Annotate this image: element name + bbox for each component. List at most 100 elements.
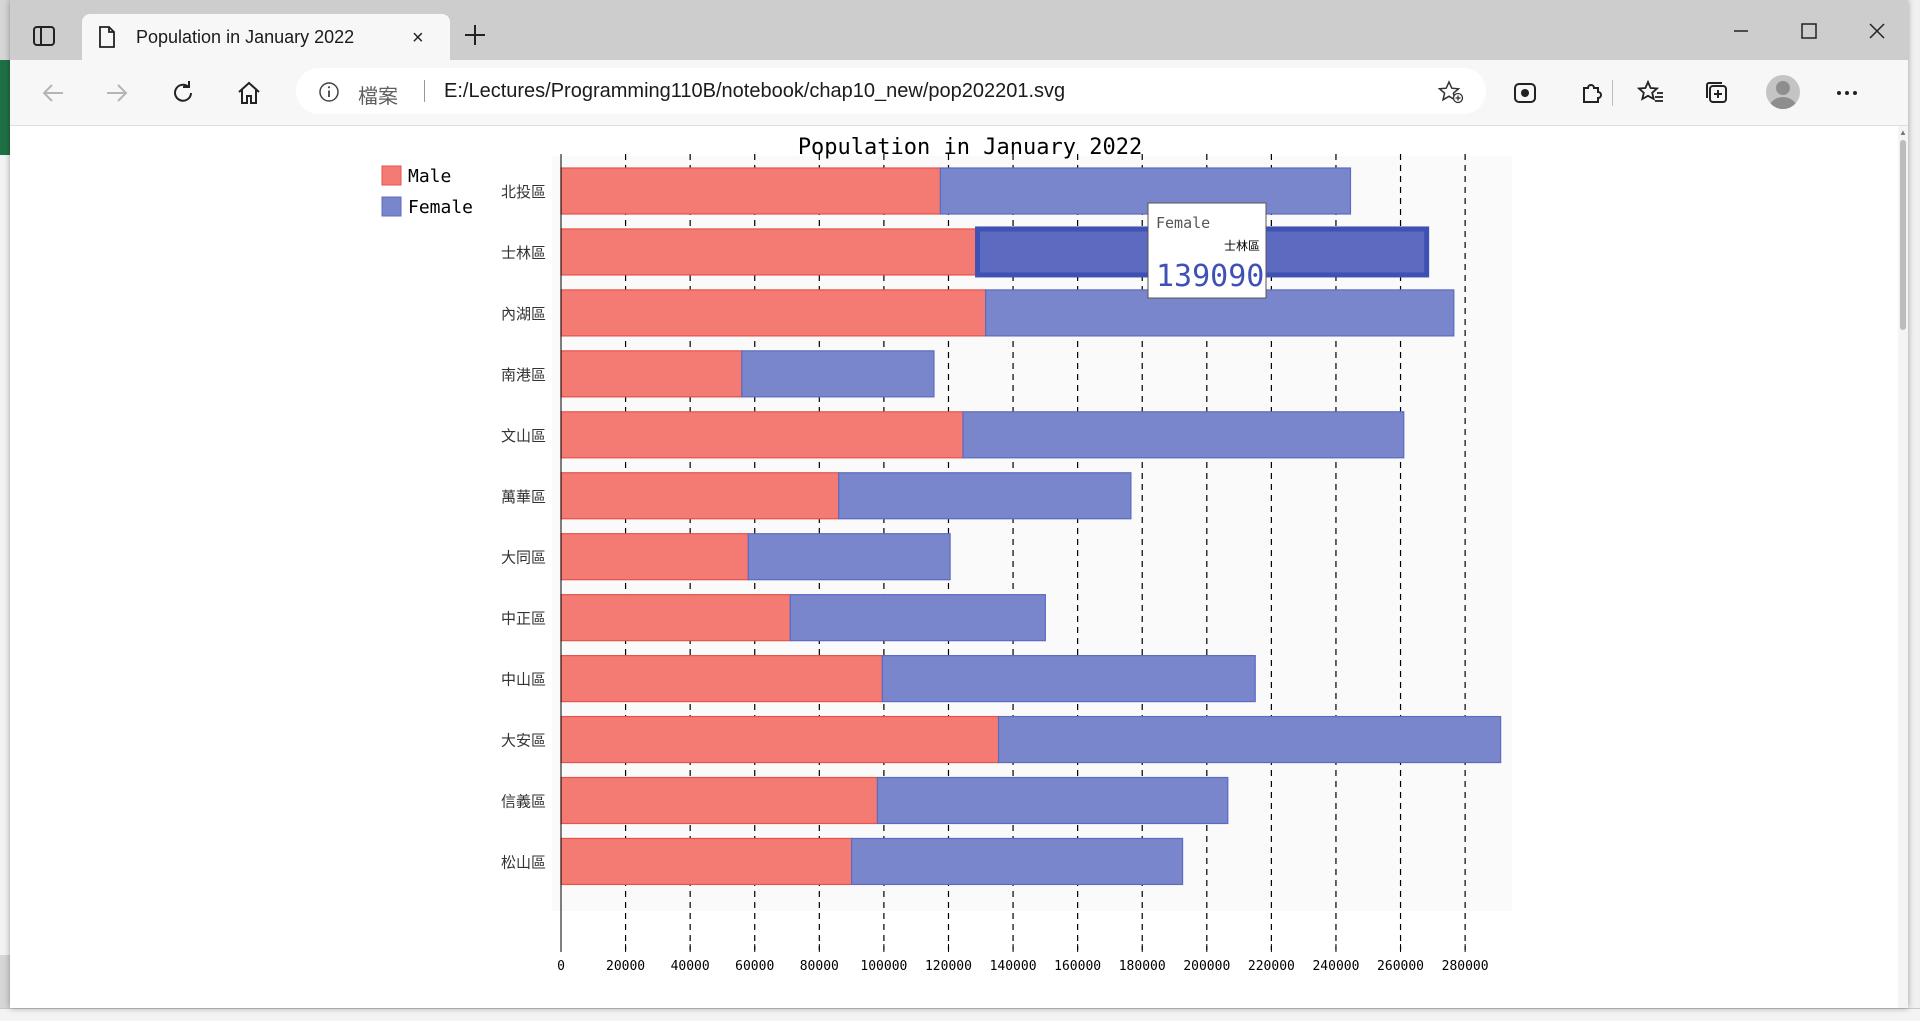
extensions-puzzle-icon[interactable] [1576, 78, 1606, 108]
female-bar [939, 167, 1352, 215]
url-text[interactable]: E:/Lectures/Programming110B/notebook/cha… [444, 80, 1066, 102]
female-bar [851, 837, 1184, 886]
male-bar [560, 533, 749, 581]
minimize-button[interactable] [1730, 20, 1752, 42]
refresh-icon[interactable] [168, 78, 198, 108]
maximize-button[interactable] [1798, 20, 1820, 42]
page-content: Population in January 2022 北投區 士林區 內湖區 南港區文… [10, 126, 1898, 1008]
x-tick-label: 200000 [1183, 959, 1230, 974]
window-close-button[interactable] [1866, 20, 1888, 42]
x-tick-label: 180000 [1119, 959, 1166, 974]
x-tick-label: 20000 [606, 959, 645, 974]
chart-title: Population in January 2022 [798, 135, 1142, 160]
toolbar-divider [1612, 80, 1613, 106]
address-scheme-label: 檔案 [358, 86, 398, 108]
male-bar [560, 594, 791, 642]
category-label: 中正區 [501, 610, 546, 628]
user-icon [1769, 81, 1797, 109]
female-bar [789, 594, 1046, 642]
x-tick-label: 120000 [925, 959, 972, 974]
x-tick-label: 220000 [1248, 959, 1295, 974]
title-bar: Population in January 2022 × [10, 0, 1908, 60]
male-bar [560, 411, 964, 459]
female-bar [997, 715, 1502, 764]
tab-close-button[interactable]: × [412, 27, 424, 49]
x-tick-label: 260000 [1377, 959, 1424, 974]
male-bar [560, 472, 840, 520]
address-bar[interactable]: 檔案 E:/Lectures/Programming110B/notebook/… [296, 68, 1486, 114]
male-bar [560, 776, 879, 825]
category-label: 內湖區 [501, 305, 546, 323]
background-app-statusbar [0, 1008, 1920, 1021]
bars [560, 167, 1502, 886]
collections-icon[interactable] [1702, 78, 1732, 108]
female-bar [962, 411, 1405, 459]
tooltip-box [1147, 202, 1267, 299]
category-label: 文山區 [501, 427, 546, 445]
add-favorite-icon[interactable] [1438, 80, 1464, 104]
male-bar [560, 350, 743, 398]
male-bar [560, 654, 883, 703]
tab-actions-icon[interactable] [32, 24, 56, 48]
document-icon [99, 26, 115, 48]
background-app-strip [1908, 0, 1920, 1020]
browser-window: Population in January 2022 × [10, 0, 1908, 1008]
male-bar [560, 228, 979, 276]
background-app-strip [0, 60, 12, 155]
male-bar [560, 167, 942, 215]
address-divider [424, 80, 425, 102]
legend-swatch-male [381, 165, 402, 186]
tooltip-category: 士林區 [1224, 239, 1260, 253]
category-label: 大安區 [501, 732, 546, 750]
scrollbar-thumb[interactable] [1900, 140, 1906, 330]
female-bar [747, 533, 951, 581]
category-label: 松山區 [501, 853, 546, 871]
female-bar [741, 350, 935, 398]
female-bar [881, 654, 1256, 703]
x-tick-label: 0 [557, 959, 565, 974]
x-tick-label: 160000 [1054, 959, 1101, 974]
tab-title: Population in January 2022 [136, 27, 355, 47]
male-bar [560, 289, 987, 337]
active-tab[interactable]: Population in January 2022 × [82, 14, 450, 60]
tooltip-value: 139090 [1156, 259, 1264, 294]
background-app-strip [0, 155, 12, 955]
x-tick-label: 240000 [1312, 959, 1359, 974]
x-tick-label: 80000 [800, 959, 839, 974]
new-tab-button[interactable] [462, 22, 488, 48]
favorites-icon[interactable] [1636, 78, 1666, 108]
legend-swatch-female [381, 196, 402, 217]
female-bar [838, 472, 1132, 520]
x-axis-ticks: 0 20000 40000 60000 80000 100000 120000 140000 1… [557, 944, 1489, 974]
category-label: 萬華區 [501, 488, 546, 506]
x-tick-label: 40000 [671, 959, 710, 974]
profile-avatar[interactable] [1766, 75, 1800, 109]
vertical-scrollbar[interactable] [1898, 126, 1908, 1008]
scroll-up-arrow-icon[interactable]: ▲ [1899, 128, 1907, 137]
population-chart: Population in January 2022 北投區士林區內湖區南港區文… [381, 135, 1512, 974]
x-tick-label: 140000 [990, 959, 1037, 974]
legend: Male Female [381, 165, 473, 218]
category-label: 中山區 [501, 671, 546, 689]
browser-toolbar: 檔案 E:/Lectures/Programming110B/notebook/… [10, 60, 1908, 126]
legend-label-female: Female [408, 197, 473, 218]
info-icon[interactable] [318, 81, 340, 103]
tooltip-series: Female [1156, 214, 1210, 232]
x-tick-label: 100000 [860, 959, 907, 974]
category-label: 北投區 [501, 183, 546, 201]
male-bar [560, 715, 1000, 764]
x-tick-label: 60000 [735, 959, 774, 974]
category-label: 士林區 [501, 244, 546, 262]
male-bar [560, 837, 853, 886]
back-arrow-icon[interactable] [38, 78, 68, 108]
collections-extension-icon[interactable] [1510, 78, 1540, 108]
category-label: 信義區 [501, 793, 546, 811]
x-tick-label: 280000 [1442, 959, 1489, 974]
female-bar [876, 776, 1229, 825]
legend-label-male: Male [408, 166, 451, 187]
forward-arrow-icon[interactable] [102, 78, 132, 108]
more-options-icon[interactable] [1832, 78, 1862, 108]
home-icon[interactable] [234, 78, 264, 108]
tooltip: Female 士林區 139090 [1147, 202, 1267, 299]
